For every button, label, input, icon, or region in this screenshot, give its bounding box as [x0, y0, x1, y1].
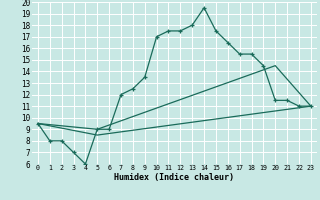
- X-axis label: Humidex (Indice chaleur): Humidex (Indice chaleur): [115, 173, 234, 182]
